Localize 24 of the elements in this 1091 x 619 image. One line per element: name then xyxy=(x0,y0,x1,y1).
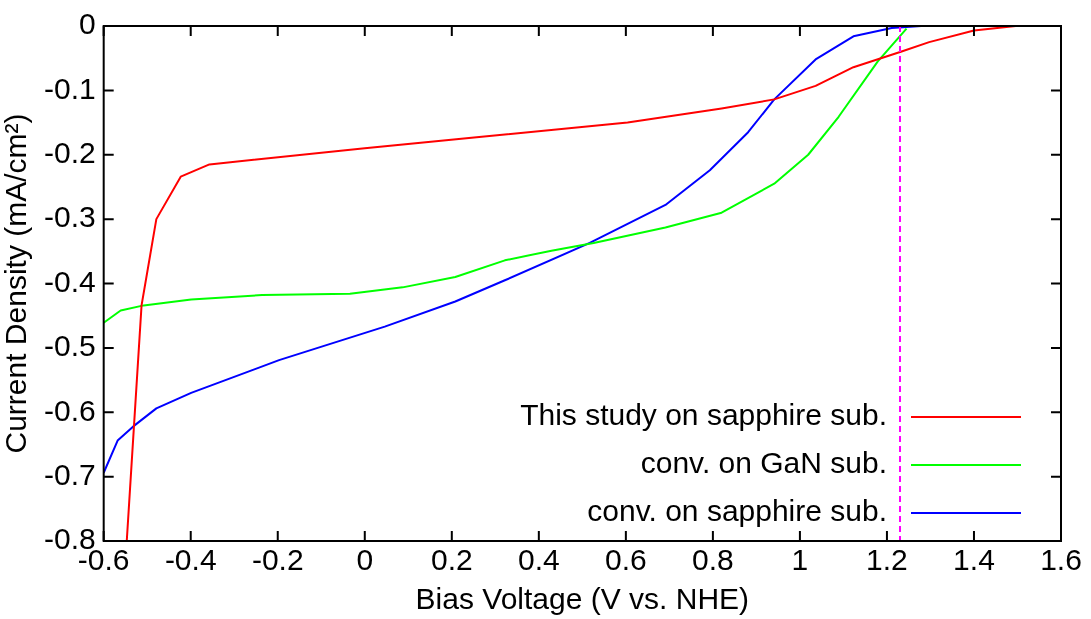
x-axis-title: Bias Voltage (V vs. NHE) xyxy=(415,582,750,616)
y-axis-title: Current Density (mA/cm²) xyxy=(0,113,33,454)
y-tick-label: -0.7 xyxy=(43,457,96,491)
y-tick-label: -0.3 xyxy=(43,200,96,234)
y-tick-label: -0.1 xyxy=(43,71,96,105)
x-tick-label: -0.2 xyxy=(251,543,304,577)
x-tick-label: 0.8 xyxy=(692,543,734,577)
y-tick-label: -0.6 xyxy=(43,393,96,427)
x-tick-label: 1.6 xyxy=(1040,543,1082,577)
legend-label: conv. on sapphire sub. xyxy=(587,494,887,528)
x-tick-label: 1.2 xyxy=(866,543,908,577)
x-tick-label: 1.4 xyxy=(953,543,995,577)
y-tick-label: -0.4 xyxy=(43,264,96,298)
x-tick-label: 1 xyxy=(791,543,809,577)
x-tick-label: 0.6 xyxy=(605,543,647,577)
x-tick-label: -0.4 xyxy=(164,543,217,577)
y-tick-label: 0 xyxy=(79,7,96,41)
x-tick-label: 0 xyxy=(356,543,374,577)
y-tick-label: -0.2 xyxy=(43,136,96,170)
y-tick-label: -0.5 xyxy=(43,329,96,363)
x-tick-label: 0.4 xyxy=(517,543,560,577)
legend-label: This study on sapphire sub. xyxy=(520,398,887,432)
legend-label: conv. on GaN sub. xyxy=(640,446,887,480)
x-tick-label: 0.2 xyxy=(430,543,473,577)
